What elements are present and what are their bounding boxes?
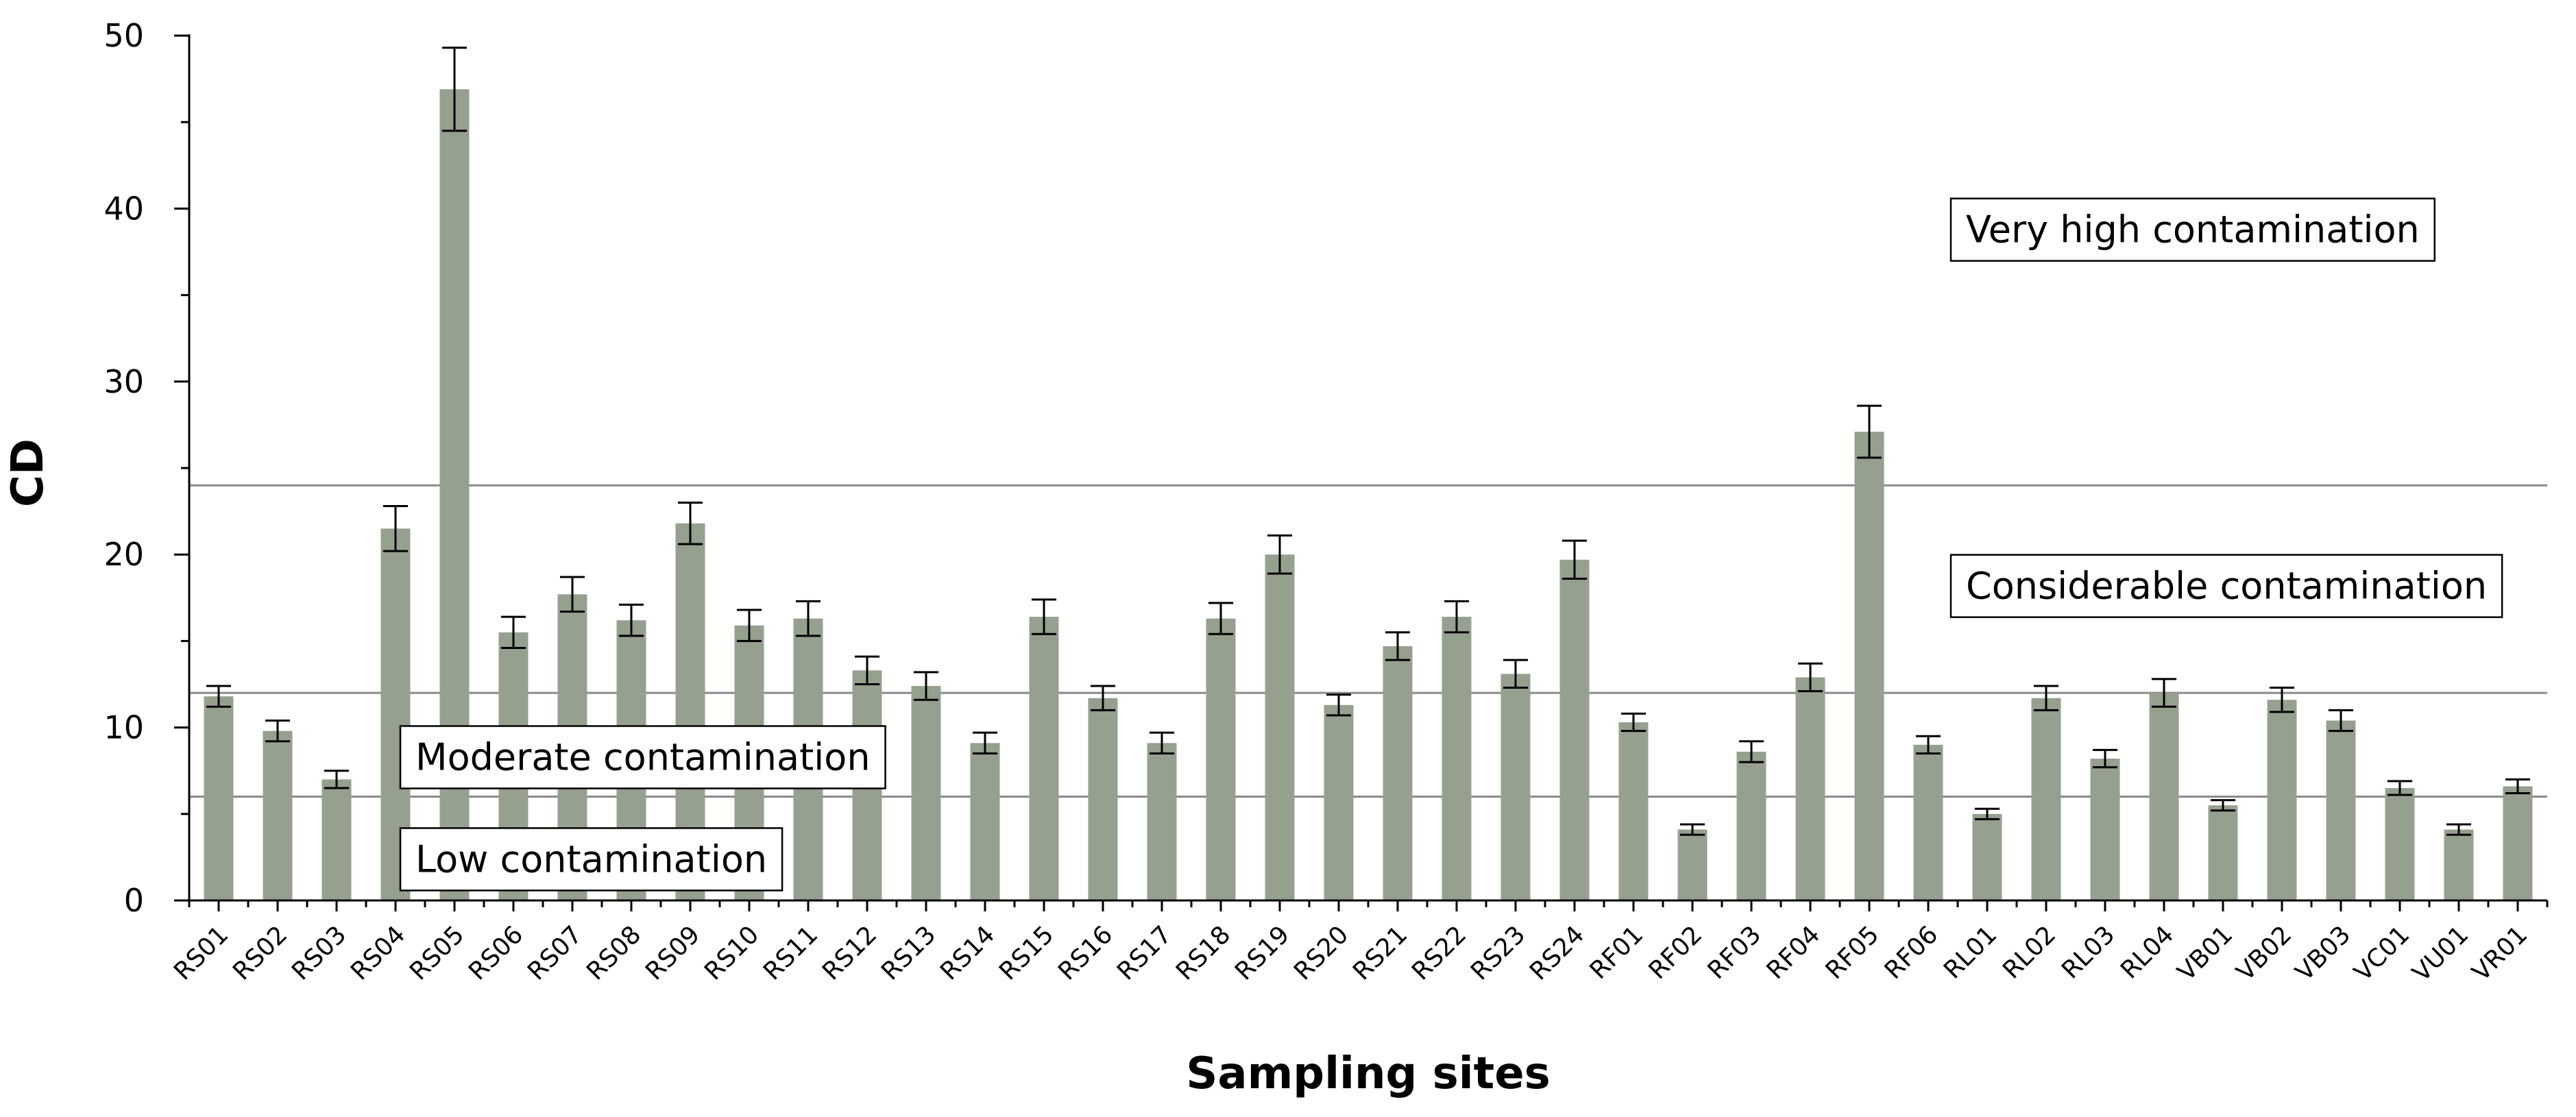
x-tick-label: RS20 [1289,920,1354,985]
bar [1029,617,1059,900]
x-tick-label: VB02 [2231,920,2297,986]
x-tick-label: VB03 [2290,920,2356,986]
bar [2385,787,2415,900]
x-tick-label: RL03 [2056,920,2120,984]
bar [1913,744,1943,900]
bar [1147,743,1177,900]
x-tick-label: RF06 [1880,920,1944,985]
x-tick-label: VB01 [2172,920,2238,986]
bar [2031,698,2061,900]
zone-annotations: Very high contamination Considerable cont… [399,197,2503,892]
x-tick-label: RS22 [1407,920,1472,985]
zone-label-box: Considerable contamination [1949,554,2503,618]
x-axis-ticks: RS01RS02RS03RS04RS05RS06RS07RS08RS09RS10… [169,900,2549,987]
bar [204,696,234,900]
x-tick-label: RF05 [1821,920,1885,985]
bar [2090,759,2120,900]
bar [1854,431,1884,900]
bar [1972,813,2002,900]
zone-label-box: Low contamination [399,827,783,892]
x-axis-title: Sampling sites [1186,1048,1550,1099]
bar [1677,829,1708,900]
x-tick-label: RS21 [1348,920,1413,985]
x-tick-label: RF03 [1703,920,1767,985]
y-tick-label: 30 [104,363,144,400]
zone-label-text: Low contamination [415,837,767,881]
x-tick-label: RS15 [994,920,1059,985]
x-tick-label: RL01 [1939,920,2002,984]
x-tick-label: RS18 [1171,920,1236,985]
x-tick-label: RF04 [1762,920,1826,985]
x-tick-label: VU01 [2407,920,2474,987]
bar [1618,722,1649,900]
error-bars-group [206,47,2531,836]
zone-label-text: Very high contamination [1966,208,2420,251]
x-tick-label: RS16 [1053,920,1118,985]
zone-label-frame [1949,197,2436,262]
x-tick-label: RL04 [2115,920,2179,984]
y-tick-label: 10 [104,709,144,746]
x-tick-label: RS13 [876,920,941,985]
bar [1206,618,1236,900]
bar [2208,805,2238,900]
zone-label-box: Very high contamination [1949,197,2436,262]
bar [1324,704,1354,900]
x-tick-label: VC01 [2349,920,2416,987]
zone-label-text: Moderate contamination [415,736,871,779]
x-tick-label: RS24 [1524,920,1590,985]
x-tick-label: RS17 [1112,920,1177,985]
zone-label-frame [399,725,886,789]
zone-label-frame [1949,554,2503,618]
x-tick-label: RS23 [1466,920,1531,985]
bar [2326,720,2356,900]
bar [263,731,293,900]
x-tick-label: RS05 [404,920,470,985]
zone-label-box: Moderate contamination [399,725,886,789]
bar [1383,646,1413,900]
bar [911,686,941,900]
y-tick-label: 50 [104,17,144,54]
bar [1500,674,1531,900]
x-tick-label: RS01 [169,920,234,985]
bar [1736,751,1766,900]
bar [321,779,352,900]
y-axis-title: CD [3,439,53,507]
x-tick-label: RS04 [345,920,411,985]
bar [1559,559,1590,900]
x-tick-label: RS06 [463,920,528,985]
x-tick-label: RS10 [699,920,764,985]
x-tick-label: RS08 [581,920,646,985]
bar [970,743,1000,900]
bar [2149,693,2179,900]
x-tick-label: RS11 [758,920,823,985]
bar [1795,677,1825,900]
zone-label-text: Considerable contamination [1966,565,2487,608]
bar [1265,554,1295,900]
x-tick-label: VR01 [2467,920,2533,986]
bar [2267,700,2297,900]
bar [1442,617,1472,900]
x-tick-label: RS19 [1230,920,1295,985]
zone-label-frame [399,827,783,892]
y-axis-ticks: 0 10 20 30 40 50 [104,17,189,919]
x-tick-label: RS03 [287,920,352,985]
x-tick-label: RF02 [1644,920,1708,985]
bar [1088,698,1118,900]
y-tick-label: 40 [104,190,144,227]
x-tick-label: RS09 [640,920,705,985]
x-tick-label: RS07 [522,920,587,985]
y-tick-label: 0 [124,882,144,919]
x-tick-label: RS14 [935,920,1000,985]
bar [2503,786,2533,900]
x-tick-label: RL02 [1997,920,2061,984]
y-tick-label: 20 [104,536,144,573]
bar [2444,829,2474,900]
x-tick-label: RS12 [817,920,882,985]
x-tick-label: RF01 [1585,920,1649,985]
x-tick-label: RS02 [228,920,293,985]
